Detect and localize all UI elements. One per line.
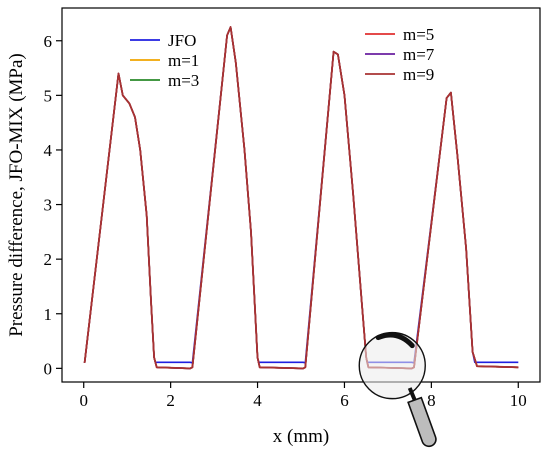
series-line-jfo — [83, 26, 519, 364]
series-line-m-7 — [83, 26, 519, 370]
legend-label: m=5 — [403, 25, 434, 44]
x-tick-label: 6 — [340, 391, 349, 410]
series-line-m-1 — [83, 26, 519, 370]
y-tick-label: 4 — [44, 141, 53, 160]
legend-label: m=3 — [168, 71, 199, 90]
y-tick-label: 1 — [44, 305, 53, 324]
y-tick-label: 6 — [44, 32, 53, 51]
magnifier-glare — [375, 332, 415, 349]
y-tick-label: 2 — [44, 250, 53, 269]
y-tick-label: 3 — [44, 196, 53, 215]
y-tick-label: 0 — [44, 359, 53, 378]
y-tick-label: 5 — [44, 86, 53, 105]
series-line-m-5 — [83, 26, 519, 370]
y-axis-label: Pressure difference, JFO-MIX (MPa) — [6, 53, 27, 337]
x-tick-label: 4 — [253, 391, 262, 410]
x-tick-label: 2 — [166, 391, 175, 410]
x-axis-label: x (mm) — [273, 426, 329, 447]
magnifier-neck — [407, 387, 417, 401]
magnifier-icon — [358, 331, 437, 448]
x-tick-label: 0 — [79, 391, 88, 410]
magnifier-lens — [358, 331, 426, 400]
legend-label: m=7 — [403, 45, 435, 64]
legend-label: JFO — [168, 31, 196, 50]
x-tick-label: 8 — [427, 391, 436, 410]
series-line-m-3 — [83, 26, 519, 370]
plot-frame — [61, 7, 541, 383]
x-tick-label: 10 — [510, 391, 527, 410]
legend-label: m=9 — [403, 65, 434, 84]
legend-label: m=1 — [168, 51, 199, 70]
series-lines — [83, 26, 519, 370]
series-line-m-9 — [83, 26, 519, 370]
axis-ticks: 0 2 4 6 8 10 0 1 2 3 4 5 6 — [44, 32, 527, 410]
magnifier-handle — [407, 396, 437, 448]
